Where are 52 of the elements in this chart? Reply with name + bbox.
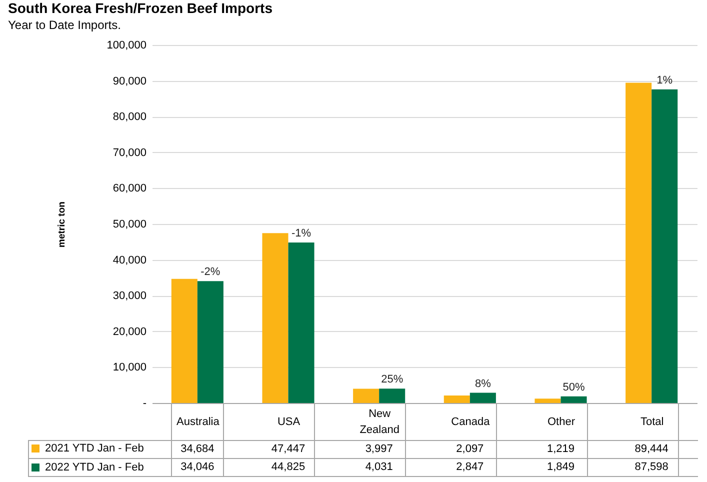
annotation: 8% <box>474 378 492 390</box>
data-label: 3,997 <box>365 443 393 455</box>
y-tick-label: 50,000 <box>112 218 146 230</box>
bar <box>444 395 470 403</box>
data-label: 47,447 <box>271 443 306 455</box>
bar <box>288 242 314 403</box>
legend-label: 2021 YTD Jan - Feb <box>45 442 144 454</box>
bar <box>197 281 224 403</box>
x-tick-label: Australia <box>176 416 220 428</box>
bar <box>262 233 288 403</box>
x-tick-label: USA <box>277 416 301 428</box>
data-label: 4,031 <box>365 461 393 473</box>
x-tick-label: Other <box>547 416 576 428</box>
x-tick-label: New Zealand <box>360 408 400 436</box>
y-tick-label: 10,000 <box>112 362 146 374</box>
data-label: 1,219 <box>546 443 575 455</box>
annotation: -2% <box>200 266 220 278</box>
data-label: 44,825 <box>271 461 306 473</box>
bar <box>470 392 496 403</box>
annotation: 25% <box>381 374 404 386</box>
bar <box>379 388 406 403</box>
bar <box>560 396 587 403</box>
data-label: 2,097 <box>456 443 484 455</box>
y-tick-label: 100,000 <box>106 40 146 52</box>
data-label: 1,849 <box>546 461 575 473</box>
annotation: 1% <box>656 74 673 86</box>
x-tick-label: Canada <box>451 416 491 428</box>
bar <box>171 278 198 403</box>
y-tick-label: 30,000 <box>112 290 146 302</box>
y-tick-label: 90,000 <box>112 75 146 88</box>
chart-subtitle: Year to Date Imports. <box>8 18 121 32</box>
data-label: 2,847 <box>456 461 484 473</box>
y-tick-label: 40,000 <box>112 254 146 266</box>
annotation: 50% <box>562 381 585 394</box>
x-tick-label: Total <box>640 416 664 428</box>
bar <box>626 82 652 403</box>
chart-title: South Korea Fresh/Frozen Beef Imports <box>8 0 273 16</box>
y-tick-label: 80,000 <box>112 111 146 124</box>
bar <box>534 398 561 403</box>
annotation: -1% <box>291 228 312 240</box>
legend-label: 2022 YTD Jan - Feb <box>45 462 144 474</box>
data-label: 34,046 <box>180 461 214 473</box>
y-axis-title: metric ton <box>56 201 68 248</box>
y-tick-label: 60,000 <box>112 182 146 195</box>
y-tick-label: - <box>142 398 147 410</box>
bar <box>652 89 678 403</box>
data-label: 89,444 <box>634 443 668 455</box>
data-label: 87,598 <box>634 461 668 473</box>
data-label: 34,684 <box>180 443 214 455</box>
bar <box>353 388 380 403</box>
y-tick-label: 70,000 <box>112 146 146 159</box>
y-tick-label: 20,000 <box>112 326 146 338</box>
